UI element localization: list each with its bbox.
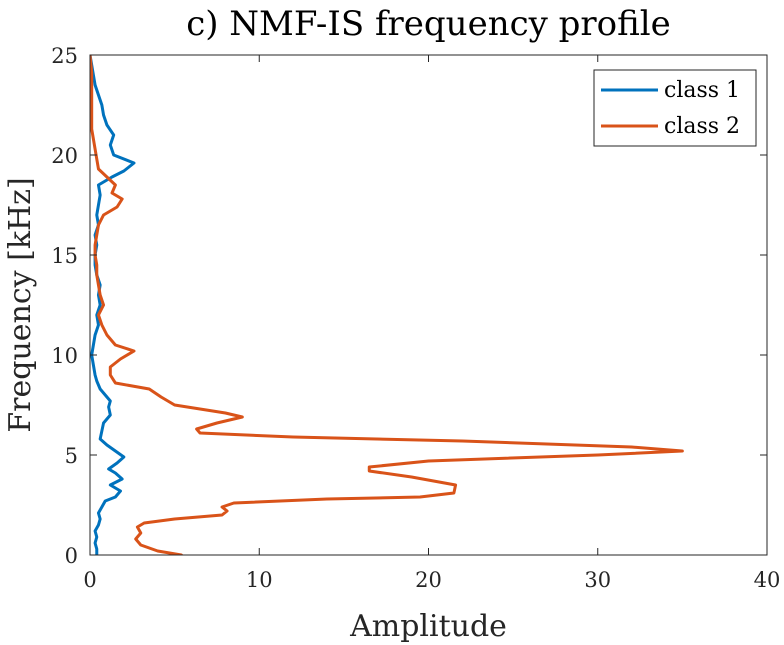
x-tick-label: 40 bbox=[754, 568, 781, 592]
y-tick-label: 15 bbox=[51, 244, 78, 268]
legend-label-class-1: class 1 bbox=[664, 78, 740, 103]
y-tick-label: 10 bbox=[51, 344, 78, 368]
legend-box bbox=[593, 69, 757, 147]
x-axis-label: Amplitude bbox=[349, 609, 507, 644]
x-tick-label: 10 bbox=[246, 568, 273, 592]
legend: class 1 class 2 bbox=[593, 69, 757, 147]
y-tick-label: 25 bbox=[51, 44, 78, 68]
y-tick-label: 20 bbox=[51, 144, 78, 168]
x-tick-label: 20 bbox=[415, 568, 442, 592]
series-line-class-2 bbox=[90, 55, 684, 555]
series-line-class-1 bbox=[90, 55, 136, 555]
x-tick-label: 30 bbox=[584, 568, 611, 592]
y-tick-label: 0 bbox=[65, 544, 78, 568]
y-tick-label: 5 bbox=[65, 444, 78, 468]
legend-label-class-2: class 2 bbox=[664, 114, 740, 139]
chart-title: c) NMF-IS frequency profile bbox=[186, 4, 671, 44]
plot-area: 0 10 20 30 40 0 5 10 15 20 25 bbox=[51, 44, 780, 592]
y-axis-label: Frequency [kHz] bbox=[3, 177, 38, 432]
x-tick-label: 0 bbox=[83, 568, 96, 592]
